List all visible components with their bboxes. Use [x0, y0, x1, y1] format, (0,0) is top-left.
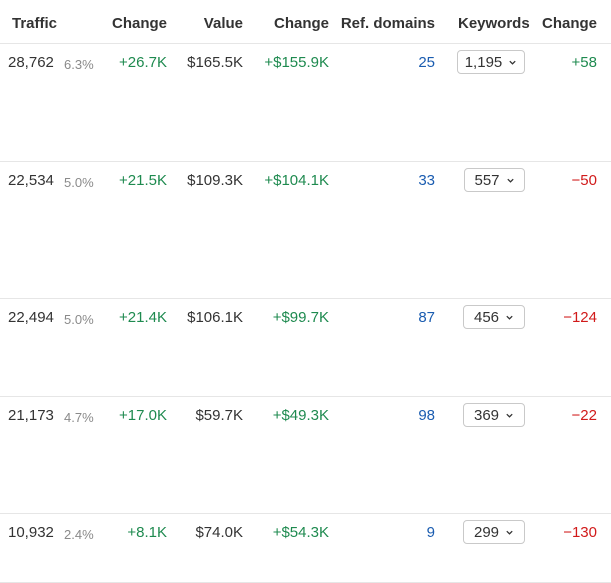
- traffic-value-usd: $165.5K: [187, 54, 243, 71]
- traffic-value-usd: $109.3K: [187, 172, 243, 189]
- traffic-value-usd: $59.7K: [195, 407, 243, 424]
- ref-domains-link[interactable]: 98: [418, 407, 435, 424]
- traffic-percent: 6.3%: [64, 57, 94, 72]
- header-value[interactable]: Value: [203, 15, 243, 32]
- traffic-change: +8.1K: [127, 524, 167, 541]
- keywords-change: −50: [571, 172, 597, 189]
- value-change: +$49.3K: [272, 407, 329, 424]
- keywords-change: −124: [563, 309, 597, 326]
- value-change: +$54.3K: [272, 524, 329, 541]
- chevron-down-icon: [509, 60, 516, 65]
- traffic-change: +21.4K: [119, 309, 167, 326]
- keywords-count: 557: [474, 171, 500, 189]
- keywords-change: +58: [571, 54, 597, 71]
- header-keywords[interactable]: Keywords: [458, 15, 530, 32]
- traffic-value: 28,762: [8, 54, 54, 71]
- traffic-percent: 5.0%: [64, 175, 94, 190]
- traffic-percent: 4.7%: [64, 410, 94, 425]
- traffic-percent: 5.0%: [64, 312, 94, 327]
- table-row: 21,173 4.7% +17.0K $59.7K +$49.3K 98 369…: [0, 397, 611, 514]
- traffic-value: 22,534: [8, 172, 54, 189]
- value-change: +$155.9K: [264, 54, 329, 71]
- header-traffic-change[interactable]: Change: [111, 15, 167, 32]
- traffic-change: +26.7K: [119, 54, 167, 71]
- keywords-dropdown[interactable]: 299: [463, 520, 525, 544]
- header-traffic[interactable]: Traffic: [12, 15, 58, 32]
- traffic-change: +21.5K: [119, 172, 167, 189]
- traffic-change: +17.0K: [119, 407, 167, 424]
- traffic-percent: 2.4%: [64, 527, 94, 542]
- keywords-change: −22: [571, 407, 597, 424]
- ref-domains-link[interactable]: 87: [418, 309, 435, 326]
- traffic-value: 21,173: [8, 407, 54, 424]
- keywords-count: 1,195: [464, 53, 503, 71]
- keywords-count: 456: [473, 308, 500, 326]
- keywords-dropdown[interactable]: 557: [464, 168, 525, 192]
- keywords-count: 299: [473, 523, 500, 541]
- keywords-dropdown[interactable]: 456: [463, 305, 525, 329]
- table-row: 28,762 6.3% +26.7K $165.5K +$155.9K 25 1…: [0, 44, 611, 162]
- table-row: 22,534 5.0% +21.5K $109.3K +$104.1K 33 5…: [0, 162, 611, 299]
- chevron-down-icon: [506, 530, 513, 535]
- keywords-dropdown[interactable]: 369: [463, 403, 525, 427]
- traffic-value-usd: $106.1K: [187, 309, 243, 326]
- value-change: +$99.7K: [272, 309, 329, 326]
- ref-domains-link[interactable]: 25: [418, 54, 435, 71]
- value-change: +$104.1K: [264, 172, 329, 189]
- keywords-change: −130: [563, 524, 597, 541]
- traffic-value: 22,494: [8, 309, 54, 326]
- chevron-down-icon: [506, 178, 514, 183]
- traffic-value: 10,932: [8, 524, 54, 541]
- header-ref-domains[interactable]: Ref. domains: [340, 15, 435, 32]
- keywords-dropdown[interactable]: 1,195: [457, 50, 525, 74]
- header-value-change[interactable]: Change: [273, 15, 329, 32]
- table-row: 22,494 5.0% +21.4K $106.1K +$99.7K 87 45…: [0, 299, 611, 397]
- chevron-down-icon: [506, 315, 513, 320]
- traffic-value-usd: $74.0K: [195, 524, 243, 541]
- ref-domains-link[interactable]: 33: [418, 172, 435, 189]
- table-row: 10,932 2.4% +8.1K $74.0K +$54.3K 9 299 −…: [0, 514, 611, 583]
- table-header: Traffic Change Value Change Ref. domains…: [0, 0, 611, 44]
- keywords-count: 369: [473, 406, 500, 424]
- chevron-down-icon: [506, 413, 513, 418]
- header-keywords-change[interactable]: Change: [541, 15, 597, 32]
- ref-domains-link[interactable]: 9: [426, 524, 435, 541]
